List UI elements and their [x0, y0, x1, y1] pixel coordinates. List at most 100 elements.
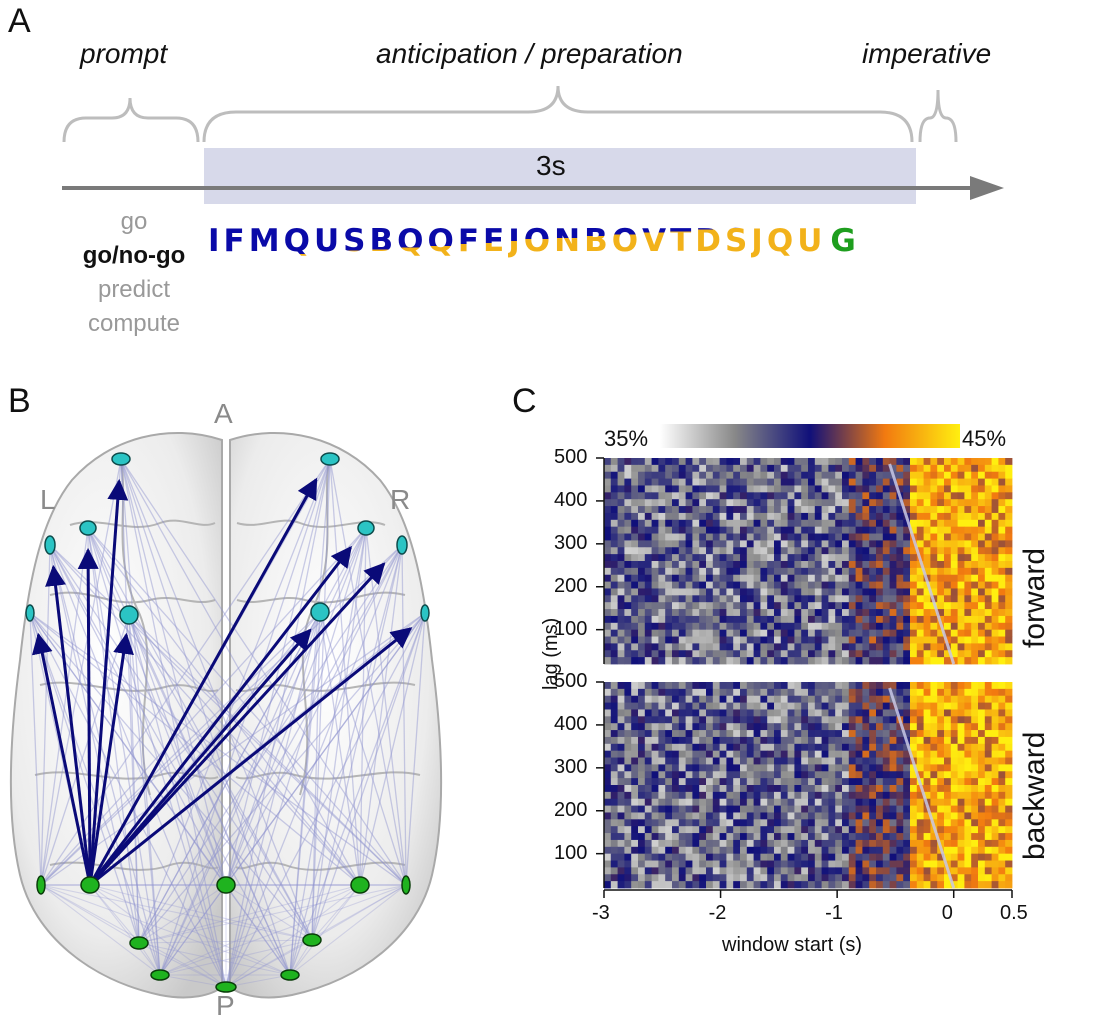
heatmap-cell	[610, 846, 618, 855]
heatmap-cell	[869, 791, 877, 800]
heatmap-cell	[937, 778, 945, 786]
heatmap-cell	[842, 716, 850, 724]
heatmap-cell	[774, 519, 782, 528]
heatmap-cell	[767, 464, 775, 473]
heatmap-cell	[910, 826, 918, 834]
heatmap-cell	[604, 709, 612, 717]
heatmap-cell	[910, 682, 918, 690]
heatmap-cell	[814, 595, 822, 603]
heatmap-cell	[740, 853, 748, 861]
heatmap-cell	[780, 574, 788, 582]
faint-connection	[289, 527, 367, 976]
heatmap-cell	[937, 478, 945, 486]
heatmap-cell	[658, 526, 666, 534]
heatmap-cell	[808, 657, 816, 665]
heatmap-cell	[801, 805, 809, 813]
heatmap-cell	[828, 833, 836, 841]
y-tick-label: 500	[554, 446, 588, 468]
heatmap-cell	[808, 867, 816, 875]
heatmap-cell	[821, 554, 829, 562]
heatmap-cell	[978, 819, 986, 827]
heatmap-cell	[712, 736, 720, 745]
heatmap-cell	[706, 540, 714, 548]
heatmap-cell	[685, 492, 693, 500]
heatmap-cell	[950, 499, 958, 507]
heatmap-cell	[631, 757, 639, 765]
heatmap-cell	[869, 464, 877, 473]
heatmap-cell	[638, 636, 646, 644]
faint-connection	[40, 884, 161, 976]
heatmap-cell	[794, 839, 802, 848]
heatmap-cell	[821, 464, 829, 473]
heatmap-cell	[699, 512, 707, 521]
heatmap-cell	[930, 526, 938, 534]
heatmap-cell	[801, 819, 809, 827]
faint-connection	[225, 544, 403, 988]
heatmap-cell	[876, 839, 884, 848]
heatmap-cell	[903, 860, 911, 868]
heatmap-cell	[658, 574, 666, 582]
heatmap-cell	[631, 867, 639, 875]
heatmap-cell	[624, 643, 632, 651]
heatmap-cell	[950, 547, 958, 555]
heatmap-cell	[767, 478, 775, 486]
heatmap-cell	[903, 458, 911, 466]
heatmap-cell	[978, 458, 986, 466]
heatmap-cell	[950, 702, 958, 710]
heatmap-cell	[835, 819, 843, 827]
heatmap-cell	[685, 846, 693, 855]
heatmap-cell	[699, 757, 707, 765]
heatmap-cell	[1005, 499, 1013, 507]
heatmap-cell	[604, 581, 612, 589]
heatmap-cell	[665, 812, 673, 820]
heatmap-cell	[740, 554, 748, 562]
heatmap-cell	[930, 750, 938, 758]
heatmap-cell	[774, 785, 782, 793]
heatmap-cell	[957, 485, 965, 493]
heatmap-cell	[910, 561, 918, 569]
heatmap-cell	[835, 826, 843, 834]
heatmap-cell	[984, 622, 992, 631]
heatmap-cell	[1005, 730, 1013, 738]
heatmap-cell	[685, 519, 693, 528]
heatmap-cell	[610, 595, 618, 603]
heatmap-cell	[678, 730, 686, 738]
heatmap-cell	[937, 464, 945, 473]
heatmap-cell	[984, 561, 992, 569]
heatmap-cell	[760, 743, 768, 752]
heatmap-cell	[610, 512, 618, 521]
heatmap-cell	[760, 588, 768, 596]
faint-connection	[120, 458, 291, 976]
heatmap-cell	[733, 682, 741, 690]
heatmap-cell	[760, 833, 768, 841]
heatmap-cell	[862, 458, 870, 466]
heatmap-cell	[869, 561, 877, 569]
heatmap-cell	[923, 657, 931, 665]
heatmap-cell	[726, 629, 734, 637]
heatmap-cell	[760, 519, 768, 528]
heatmap-cell	[787, 778, 795, 786]
heatmap-cell	[658, 846, 666, 855]
heatmap-cell	[678, 458, 686, 466]
heatmap-cell	[991, 588, 999, 596]
heatmap-cell	[848, 492, 856, 500]
faint-connection	[138, 939, 313, 944]
heatmap-cell	[984, 812, 992, 820]
heatmap-cell	[808, 778, 816, 786]
heatmap-cell	[842, 764, 850, 772]
heatmap-cell	[740, 471, 748, 479]
heatmap-cell	[991, 723, 999, 731]
faint-connection	[225, 612, 426, 886]
heatmap-cell	[719, 595, 727, 603]
heatmap-cell	[610, 764, 618, 772]
sulci-lines	[34, 454, 421, 871]
heatmap-cell	[991, 512, 999, 521]
heatmap-cell	[964, 458, 972, 466]
heatmap-cell	[808, 581, 816, 589]
phase-imperative-label: imperative	[862, 38, 992, 69]
heatmap-cell	[678, 867, 686, 875]
heatmap-cell	[644, 595, 652, 603]
faint-connection	[319, 611, 361, 886]
heatmap-cell	[610, 526, 618, 534]
heatmap-cell	[848, 682, 856, 690]
